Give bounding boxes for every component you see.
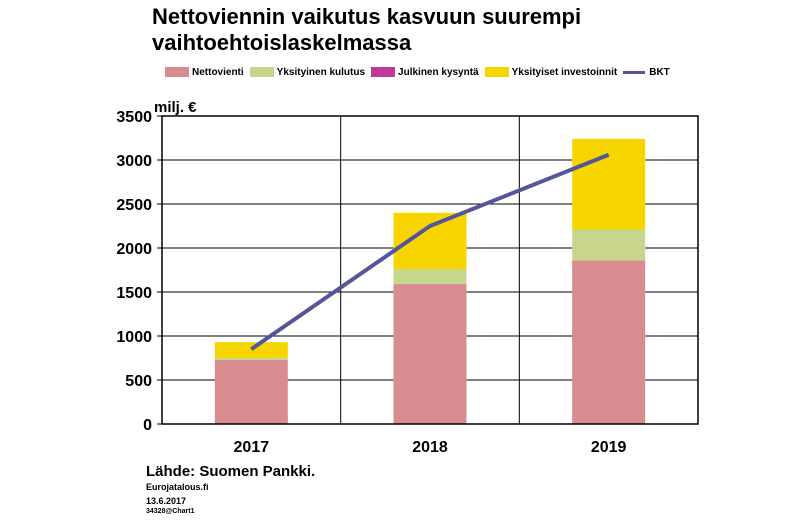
chart-title-line2: vaihtoehtoislaskelmassa bbox=[152, 30, 412, 55]
x-tick-label-2: 2019 bbox=[591, 439, 627, 456]
legend-label-julkinen-kysynta: Julkinen kysyntä bbox=[398, 66, 479, 78]
x-tick-label-1: 2018 bbox=[412, 439, 448, 456]
legend-item-nettovienti: Nettovienti bbox=[165, 67, 244, 78]
legend-swatch-nettovienti bbox=[165, 67, 189, 77]
line-layer bbox=[250, 152, 610, 351]
y-tick-label-7: 3500 bbox=[116, 109, 152, 126]
y-tick-label-5: 2500 bbox=[116, 197, 152, 214]
y-tick-label-1: 500 bbox=[125, 373, 152, 390]
bar-2017-series-1 bbox=[214, 358, 288, 360]
legend-item-yksityinen-kulutus: Yksityinen kulutus bbox=[249, 66, 366, 78]
bars-layer bbox=[214, 138, 646, 424]
chart-legend: Nettovienti Yksityinen kulutus Julkinen … bbox=[165, 65, 676, 79]
axis-layer: 0 500 1000 1500 2000 2500 3000 3500 2017 2018 2019 bbox=[116, 109, 699, 456]
bar-2017-series-0 bbox=[214, 359, 288, 424]
date-note: 13.6.2017 bbox=[146, 496, 187, 506]
bar-2018-series-0 bbox=[393, 284, 467, 424]
y-tick-label-4: 2000 bbox=[116, 241, 152, 258]
chart-title-line1: Nettoviennin vaikutus kasvuun suurempi bbox=[152, 4, 582, 29]
y-tick-label-3: 1500 bbox=[116, 285, 152, 302]
legend-swatch-bkt bbox=[623, 70, 646, 74]
legend-swatch-yksityinen-kulutus bbox=[249, 67, 274, 77]
legend-item-yksityiset-investoinnit: Yksityiset investoinnit bbox=[484, 66, 618, 78]
bar-2019-series-3 bbox=[572, 138, 646, 230]
legend-label-yksityiset-investoinnit: Yksityiset investoinnit bbox=[511, 66, 618, 78]
y-tick-label-0: 0 bbox=[143, 417, 152, 434]
x-tick-label-0: 2017 bbox=[234, 439, 270, 456]
y-tick-label-2: 1000 bbox=[116, 329, 152, 346]
y-tick-label-6: 3000 bbox=[116, 153, 152, 170]
legend-swatch-julkinen-kysynta bbox=[371, 67, 396, 77]
y-axis-label: milj. € bbox=[154, 99, 197, 116]
legend-label-bkt: BKT bbox=[649, 66, 670, 78]
legend-label-yksityinen-kulutus: Yksityinen kulutus bbox=[276, 66, 366, 78]
legend-swatch-yksityiset-investoinnit bbox=[484, 67, 509, 77]
bar-2018-series-3 bbox=[393, 212, 467, 270]
bkt-line bbox=[250, 152, 610, 351]
source-note: Lähde: Suomen Pankki. bbox=[146, 463, 316, 480]
bar-2019-series-1 bbox=[572, 229, 646, 261]
plot-frame bbox=[161, 115, 699, 425]
bar-2018-series-1 bbox=[393, 269, 467, 285]
bar-2019-series-0 bbox=[572, 260, 646, 424]
bar-2017-series-3 bbox=[214, 342, 288, 358]
chart-canvas: milj. € 0 500 1000 1500 2000 2500 3000 3500 2017… bbox=[116, 99, 699, 456]
legend-item-bkt: BKT bbox=[623, 67, 670, 78]
legend-item-julkinen-kysynta: Julkinen kysyntä bbox=[371, 67, 479, 78]
legend-label-nettovienti: Nettovienti bbox=[192, 66, 244, 78]
site-note: Eurojatalous.fi bbox=[146, 482, 209, 492]
chart-code-note: 34328@Chart1 bbox=[146, 508, 195, 515]
chart-title: Nettoviennin vaikutus kasvuun suurempi v… bbox=[152, 4, 712, 56]
